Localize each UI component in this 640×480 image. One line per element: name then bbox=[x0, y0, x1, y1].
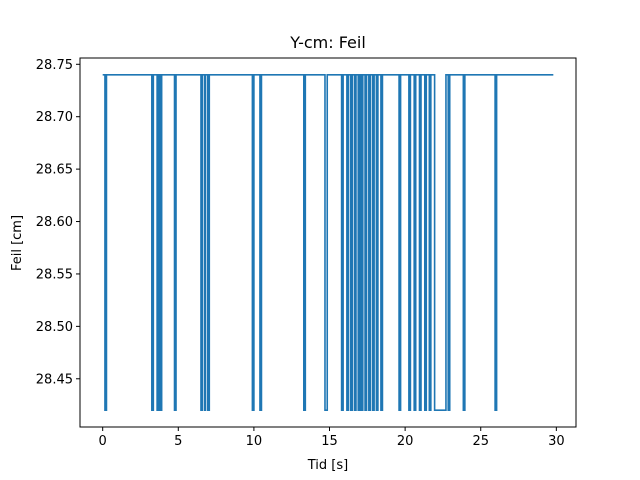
x-tick-label: 10 bbox=[246, 434, 263, 449]
x-axis-label: Tid [s] bbox=[307, 458, 348, 473]
series-line-0 bbox=[102, 73, 554, 412]
y-tick-label: 28.75 bbox=[36, 58, 73, 73]
chart-title: Y-cm: Feil bbox=[289, 33, 366, 52]
y-tick-label: 28.60 bbox=[36, 215, 73, 230]
y-tick-label: 28.45 bbox=[36, 372, 73, 387]
y-tick-label: 28.70 bbox=[36, 110, 73, 125]
x-tick-label: 25 bbox=[472, 434, 489, 449]
x-tick-label: 0 bbox=[99, 434, 107, 449]
y-tick-label: 28.50 bbox=[36, 320, 73, 335]
x-tick-label: 30 bbox=[548, 434, 565, 449]
y-tick-label: 28.65 bbox=[36, 163, 73, 178]
x-tick-label: 15 bbox=[321, 434, 338, 449]
plot-frame bbox=[79, 57, 577, 428]
x-tick-label: 5 bbox=[174, 434, 182, 449]
y-tick-label: 28.55 bbox=[36, 267, 73, 282]
y-axis-label: Feil [cm] bbox=[10, 215, 25, 271]
x-tick-label: 20 bbox=[397, 434, 414, 449]
